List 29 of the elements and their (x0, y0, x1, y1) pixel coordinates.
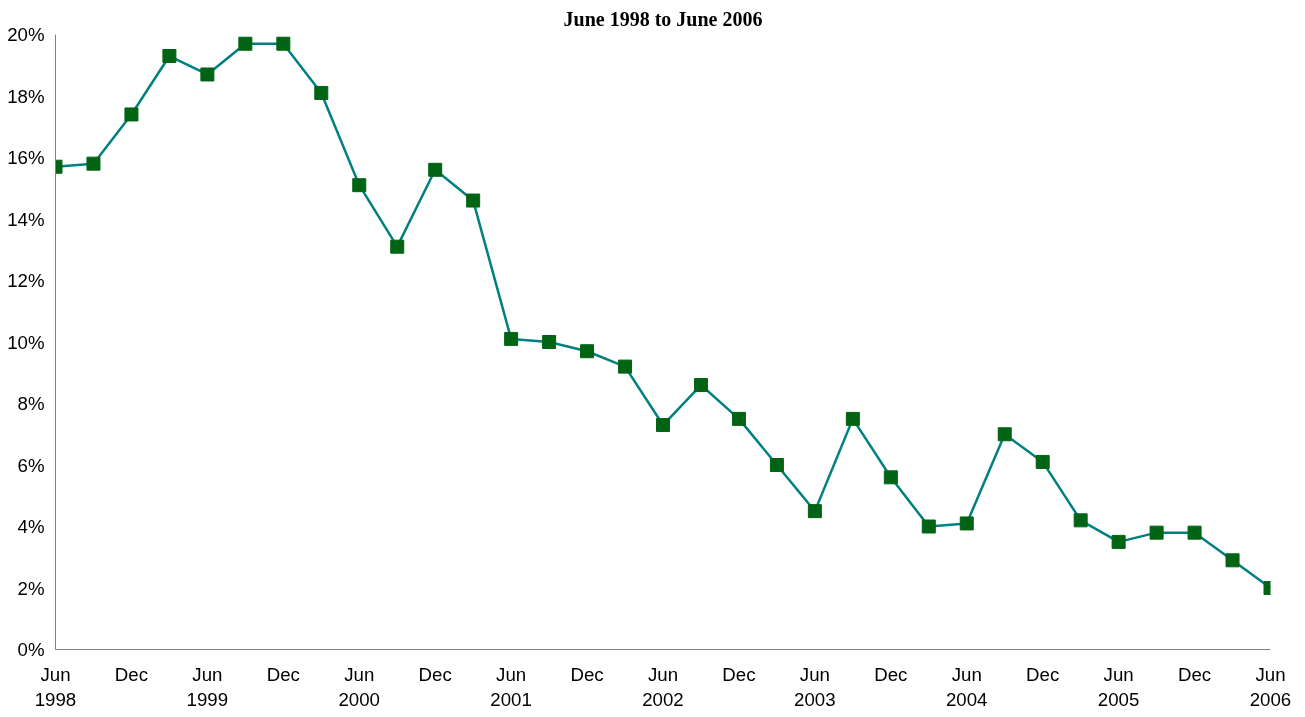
chart-title: June 1998 to June 2006 (563, 7, 763, 30)
x-tick-label: Jun 1999 (186, 663, 229, 710)
y-tick-label: 14% (7, 208, 45, 230)
y-tick-label: 12% (7, 270, 45, 291)
y-tick-label: 20% (7, 24, 45, 45)
x-tick-label: Dec (266, 663, 300, 685)
y-tick-label: 8% (17, 393, 45, 414)
x-tick-label: Jun 2002 (642, 663, 684, 710)
x-tick-label: Jun 2003 (794, 663, 836, 710)
y-tick-label: 4% (17, 516, 45, 537)
x-tick-label: Dec (570, 663, 604, 685)
y-tick-label: 16% (7, 147, 45, 168)
x-tick-label: Dec (114, 663, 149, 685)
x-tick-label: Jun 1998 (34, 663, 77, 710)
y-tick-label: 0% (17, 639, 45, 660)
x-tick-label: Dec (1026, 663, 1060, 685)
x-tick-label: Jun 2006 (1249, 663, 1292, 710)
y-tick-label: 2% (17, 577, 45, 599)
x-tick-label: Dec (722, 663, 756, 685)
x-tick-label: Jun 2000 (338, 663, 381, 710)
x-tick-label: Jun 2001 (490, 663, 532, 710)
y-tick-label: 6% (17, 454, 45, 476)
x-tick-label: Dec (1177, 663, 1212, 685)
x-tick-label: Dec (874, 663, 908, 685)
y-tick-label: 10% (7, 331, 45, 353)
y-tick-label: 18% (7, 85, 45, 107)
x-tick-label: Dec (418, 663, 452, 685)
x-tick-label: Jun 2005 (1097, 663, 1140, 710)
x-tick-label: Jun 2004 (946, 663, 988, 710)
